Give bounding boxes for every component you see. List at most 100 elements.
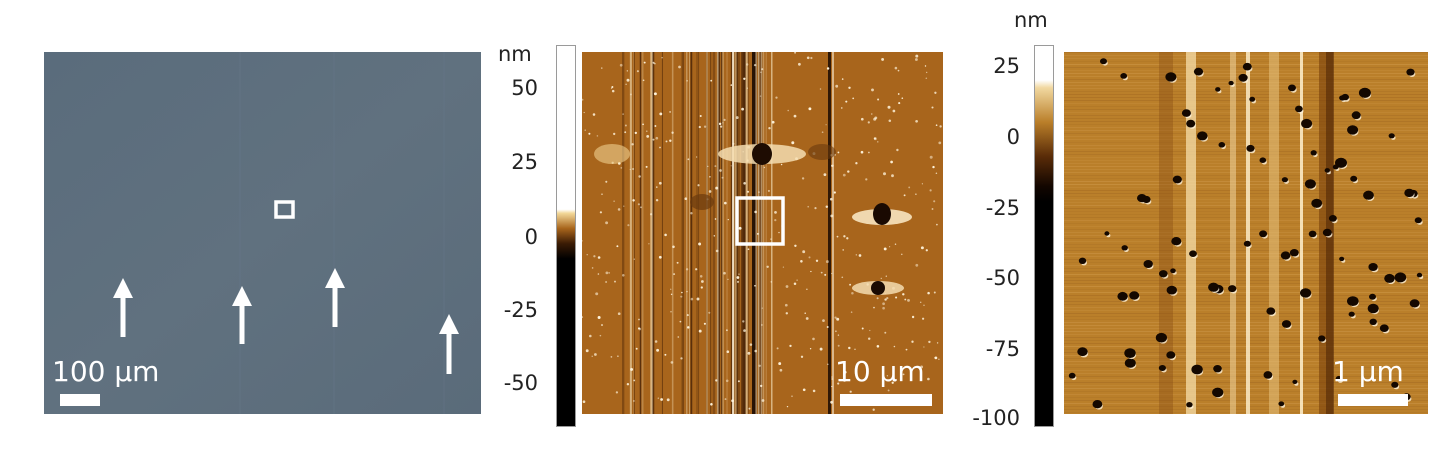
particle (871, 281, 885, 295)
pit (1120, 73, 1128, 79)
pit (1301, 118, 1313, 129)
pit (1218, 142, 1226, 148)
pit (1166, 351, 1176, 359)
pit (1394, 272, 1407, 283)
pit (1416, 272, 1423, 278)
pit (1166, 285, 1177, 295)
pit (1228, 80, 1234, 86)
scale-bar (840, 394, 932, 406)
pit (1368, 263, 1378, 271)
pit (1350, 175, 1358, 182)
pit (1077, 347, 1088, 357)
pit (1335, 157, 1347, 168)
colorbar-tick: -25 (985, 196, 1020, 220)
scale-bar (1338, 394, 1408, 406)
pit (1158, 365, 1166, 371)
pit (1159, 270, 1168, 278)
pit (1068, 372, 1076, 379)
pit (1363, 190, 1374, 200)
pit (1186, 119, 1196, 128)
pit (1322, 228, 1332, 237)
colorbar-tick: -100 (972, 406, 1020, 430)
colorbar-tick: 0 (1006, 125, 1020, 149)
scale-bar (60, 394, 100, 406)
pit (1124, 348, 1136, 358)
pit (1246, 144, 1255, 152)
pit (1208, 282, 1219, 292)
pit (1243, 240, 1251, 247)
pit (1324, 168, 1330, 173)
pit (1124, 358, 1136, 368)
pit (1242, 62, 1252, 71)
pit (1078, 257, 1087, 264)
pit (1281, 320, 1292, 328)
pit (1310, 150, 1317, 156)
pit (1266, 307, 1276, 315)
pit (1404, 188, 1415, 198)
pit (1238, 73, 1248, 82)
afm-image-large-scan: 10 μm (582, 52, 943, 414)
colorbar-tick: -50 (503, 371, 538, 395)
pit (1335, 375, 1343, 382)
pit (1351, 111, 1361, 120)
region-marker-square (274, 200, 295, 219)
pit (1318, 335, 1326, 342)
pit (1259, 230, 1268, 238)
pit (1213, 365, 1222, 373)
pit (1367, 303, 1379, 314)
optical-micrograph: 100 μm (44, 52, 481, 414)
pit (1292, 379, 1298, 384)
pit (1300, 288, 1312, 298)
pit (1191, 364, 1203, 375)
afm-height-map (1064, 52, 1428, 414)
pit (1117, 291, 1128, 301)
colorbar-tick: 0 (524, 225, 538, 249)
pit (1384, 273, 1395, 283)
pit (1197, 131, 1208, 141)
colorbar-tick: 25 (511, 150, 538, 174)
optical-image (44, 52, 481, 414)
scale-bar-label: 1 μm (1332, 355, 1404, 388)
afm-height-map (582, 52, 943, 414)
pit (1186, 402, 1193, 408)
pit (1341, 93, 1349, 101)
zoom-region-box (735, 196, 785, 246)
pit (1295, 105, 1303, 113)
pit (1092, 400, 1103, 409)
pit (1280, 251, 1291, 260)
pit (1165, 72, 1177, 82)
pit (1348, 311, 1355, 317)
pit (1100, 58, 1107, 65)
pit (1104, 231, 1110, 236)
pit (1308, 230, 1317, 238)
pit (1409, 299, 1420, 308)
pit (1328, 215, 1337, 222)
pit (1347, 125, 1359, 135)
pit (1142, 195, 1151, 204)
colorbar (1034, 45, 1054, 427)
scale-bar-label: 100 μm (52, 355, 160, 388)
pit (1143, 260, 1153, 268)
particle (873, 203, 891, 225)
pit (1181, 109, 1191, 117)
pit (1278, 401, 1285, 407)
pit (1379, 324, 1389, 333)
pit (1263, 371, 1273, 379)
pit (1228, 285, 1237, 293)
pit (1288, 84, 1296, 92)
pit (1414, 217, 1422, 224)
pit (1259, 157, 1267, 163)
pit (1311, 198, 1323, 208)
colorbar-tick: -75 (985, 337, 1020, 361)
pit (1369, 318, 1377, 325)
pit (1358, 87, 1371, 98)
pit (1391, 381, 1399, 388)
colorbar-tick: 50 (511, 76, 538, 100)
pit (1189, 250, 1197, 257)
pit (1121, 245, 1128, 251)
pit (1347, 296, 1359, 306)
colorbar-tick: -50 (985, 266, 1020, 290)
pit (1172, 175, 1182, 184)
pit (1281, 177, 1288, 183)
colorbar-tick: -25 (503, 298, 538, 322)
